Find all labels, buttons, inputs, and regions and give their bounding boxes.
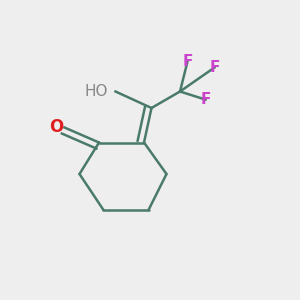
Text: F: F [182,54,193,69]
Text: F: F [209,60,220,75]
Text: F: F [200,92,211,107]
Text: O: O [49,118,63,136]
Text: HO: HO [85,84,108,99]
